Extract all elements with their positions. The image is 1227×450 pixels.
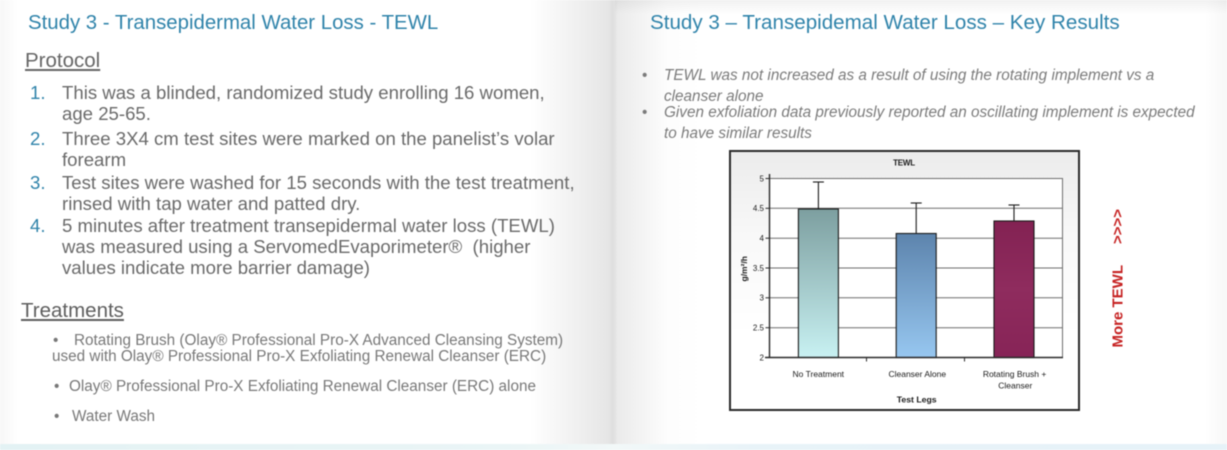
svg-text:No Treatment: No Treatment	[793, 369, 845, 379]
svg-text:3: 3	[760, 294, 765, 303]
svg-text:5: 5	[760, 174, 765, 183]
svg-text:Test Legs: Test Legs	[897, 394, 937, 404]
svg-text:TEWL: TEWL	[893, 159, 915, 168]
svg-text:g/m²/h: g/m²/h	[739, 256, 749, 282]
svg-text:4.5: 4.5	[753, 204, 765, 213]
svg-text:Cleanser Alone: Cleanser Alone	[888, 369, 946, 379]
svg-text:>>>>: >>>>	[1110, 209, 1127, 244]
svg-text:Rotating Brush +: Rotating Brush +	[983, 369, 1047, 379]
svg-text:4: 4	[760, 234, 765, 243]
svg-text:2.5: 2.5	[753, 324, 765, 333]
svg-text:Cleanser: Cleanser	[998, 381, 1032, 391]
svg-text:More TEWL: More TEWL	[1110, 265, 1127, 348]
svg-text:2: 2	[760, 353, 765, 362]
svg-text:3.5: 3.5	[753, 264, 765, 273]
